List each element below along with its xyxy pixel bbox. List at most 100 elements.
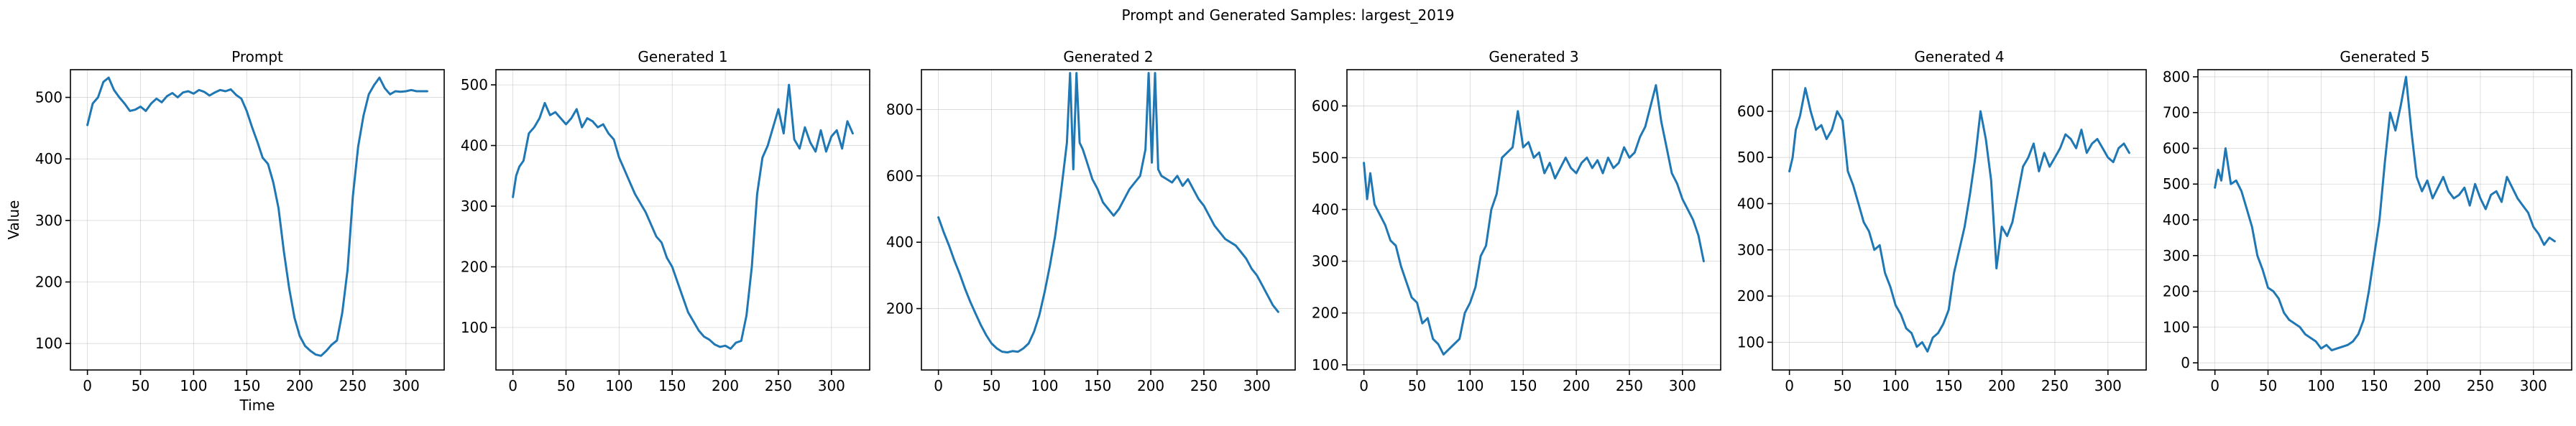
x-tick-label: 150 [658, 377, 686, 394]
axes-frame [921, 69, 1296, 371]
x-axis-label: Time [239, 397, 275, 414]
x-tick-label: 100 [2307, 377, 2334, 394]
chart-panel-1: 0 50 100 150 200 250 300 100 200 300 400 500 Prompt T… [5, 48, 445, 414]
series-line [937, 72, 1279, 353]
chart-panel-4: 0 50 100 150 200 250 300 100 200 300 400 500 600 Gene… [1312, 48, 1721, 394]
x-tick-label: 300 [2094, 377, 2122, 394]
axes-frame [1772, 69, 2147, 371]
x-tick-label: 250 [1190, 377, 1218, 394]
y-tick-label: 100 [461, 319, 488, 336]
axes-frame [1346, 69, 1721, 371]
y-tick-label: 700 [2163, 104, 2190, 121]
x-tick-label: 0 [83, 377, 92, 394]
y-tick-label: 200 [2163, 283, 2190, 300]
series-line [512, 83, 854, 350]
x-tick-label: 200 [1988, 377, 2015, 394]
x-tick-label: 250 [2467, 377, 2494, 394]
x-tick-label: 150 [1935, 377, 1962, 394]
y-tick-label: 200 [1737, 287, 1765, 305]
x-tick-label: 100 [180, 377, 207, 394]
x-tick-label: 50 [1834, 377, 1852, 394]
x-tick-label: 250 [339, 377, 367, 394]
y-tick-label: 100 [1737, 333, 1765, 351]
x-tick-label: 150 [233, 377, 260, 394]
x-tick-label: 300 [2520, 377, 2547, 394]
x-tick-label: 0 [2210, 377, 2220, 394]
y-tick-label: 400 [1737, 195, 1765, 212]
y-tick-label: 500 [1737, 149, 1765, 166]
y-tick-label: 200 [35, 274, 63, 291]
y-tick-label: 200 [1312, 305, 1339, 322]
panel-title: Prompt [231, 48, 283, 65]
y-tick-label: 0 [2181, 354, 2190, 371]
y-tick-label: 400 [461, 137, 488, 154]
y-tick-label: 600 [886, 167, 914, 185]
x-tick-label: 0 [1359, 377, 1368, 394]
y-tick-label: 300 [1737, 241, 1765, 259]
x-tick-label: 300 [1669, 377, 1696, 394]
y-tick-label: 200 [886, 300, 914, 318]
y-tick-label: 400 [1312, 201, 1339, 218]
x-tick-label: 250 [1616, 377, 1643, 394]
y-tick-label: 300 [2163, 247, 2190, 264]
x-tick-label: 50 [557, 377, 575, 394]
x-tick-label: 50 [132, 377, 150, 394]
series-line [86, 76, 428, 357]
figure-suptitle: Prompt and Generated Samples: largest_20… [1122, 6, 1455, 24]
series-line [1788, 87, 2130, 353]
y-tick-label: 800 [2163, 68, 2190, 85]
x-tick-label: 250 [765, 377, 792, 394]
y-tick-label: 400 [35, 150, 63, 167]
x-tick-label: 100 [1031, 377, 1058, 394]
y-tick-label: 400 [2163, 211, 2190, 228]
y-tick-label: 200 [461, 258, 488, 275]
x-tick-label: 0 [1785, 377, 1794, 394]
x-tick-label: 50 [983, 377, 1000, 394]
y-tick-label: 800 [886, 101, 914, 118]
axes-frame [495, 69, 870, 371]
x-tick-label: 150 [2360, 377, 2388, 394]
panel-title: Generated 5 [2340, 48, 2429, 65]
y-tick-label: 500 [35, 89, 63, 106]
y-tick-label: 500 [461, 76, 488, 93]
y-tick-label: 600 [2163, 139, 2190, 157]
x-tick-label: 0 [508, 377, 518, 394]
x-tick-label: 200 [1137, 377, 1164, 394]
y-tick-label: 600 [1312, 97, 1339, 114]
panel-title: Generated 1 [638, 48, 727, 65]
y-tick-label: 100 [35, 335, 63, 352]
x-tick-label: 200 [1563, 377, 1590, 394]
x-tick-label: 100 [1882, 377, 1909, 394]
x-tick-label: 300 [392, 377, 420, 394]
y-axis-label: Value [5, 200, 22, 240]
chart-panel-6: 0 50 100 150 200 250 300 0 100 200 300 400 500 600 700… [2163, 48, 2572, 394]
series-line [1363, 84, 1705, 356]
y-tick-label: 400 [886, 233, 914, 251]
x-tick-label: 300 [1243, 377, 1271, 394]
y-tick-label: 600 [1737, 103, 1765, 120]
x-tick-label: 100 [1456, 377, 1484, 394]
panels: 0 50 100 150 200 250 300100200300400500PromptT… [5, 48, 2572, 414]
y-tick-label: 300 [461, 198, 488, 215]
x-tick-label: 0 [934, 377, 943, 394]
panel-title: Generated 4 [1914, 48, 2004, 65]
x-tick-label: 250 [2041, 377, 2069, 394]
x-tick-label: 100 [605, 377, 632, 394]
chart-panel-5: 0 50 100 150 200 250 300 100 200 300 400 500 600 Gene… [1737, 48, 2147, 394]
y-tick-label: 300 [35, 212, 63, 229]
x-tick-label: 200 [2414, 377, 2441, 394]
series-line [2214, 75, 2556, 352]
y-tick-label: 300 [1312, 253, 1339, 270]
x-tick-label: 300 [818, 377, 845, 394]
x-tick-label: 50 [2259, 377, 2277, 394]
chart-panel-2: 0 50 100 150 200 250 300 100 200 300 400 500 Generat… [461, 48, 870, 394]
x-tick-label: 200 [286, 377, 313, 394]
chart-panel-3: 0 50 100 150 200 250 300 200 400 600 800 Generated … [886, 48, 1296, 394]
panel-title: Generated 3 [1489, 48, 1578, 65]
x-tick-label: 50 [1408, 377, 1426, 394]
panel-title: Generated 2 [1063, 48, 1153, 65]
x-tick-label: 150 [1509, 377, 1537, 394]
axes-frame [70, 69, 445, 371]
x-tick-label: 150 [1084, 377, 1111, 394]
